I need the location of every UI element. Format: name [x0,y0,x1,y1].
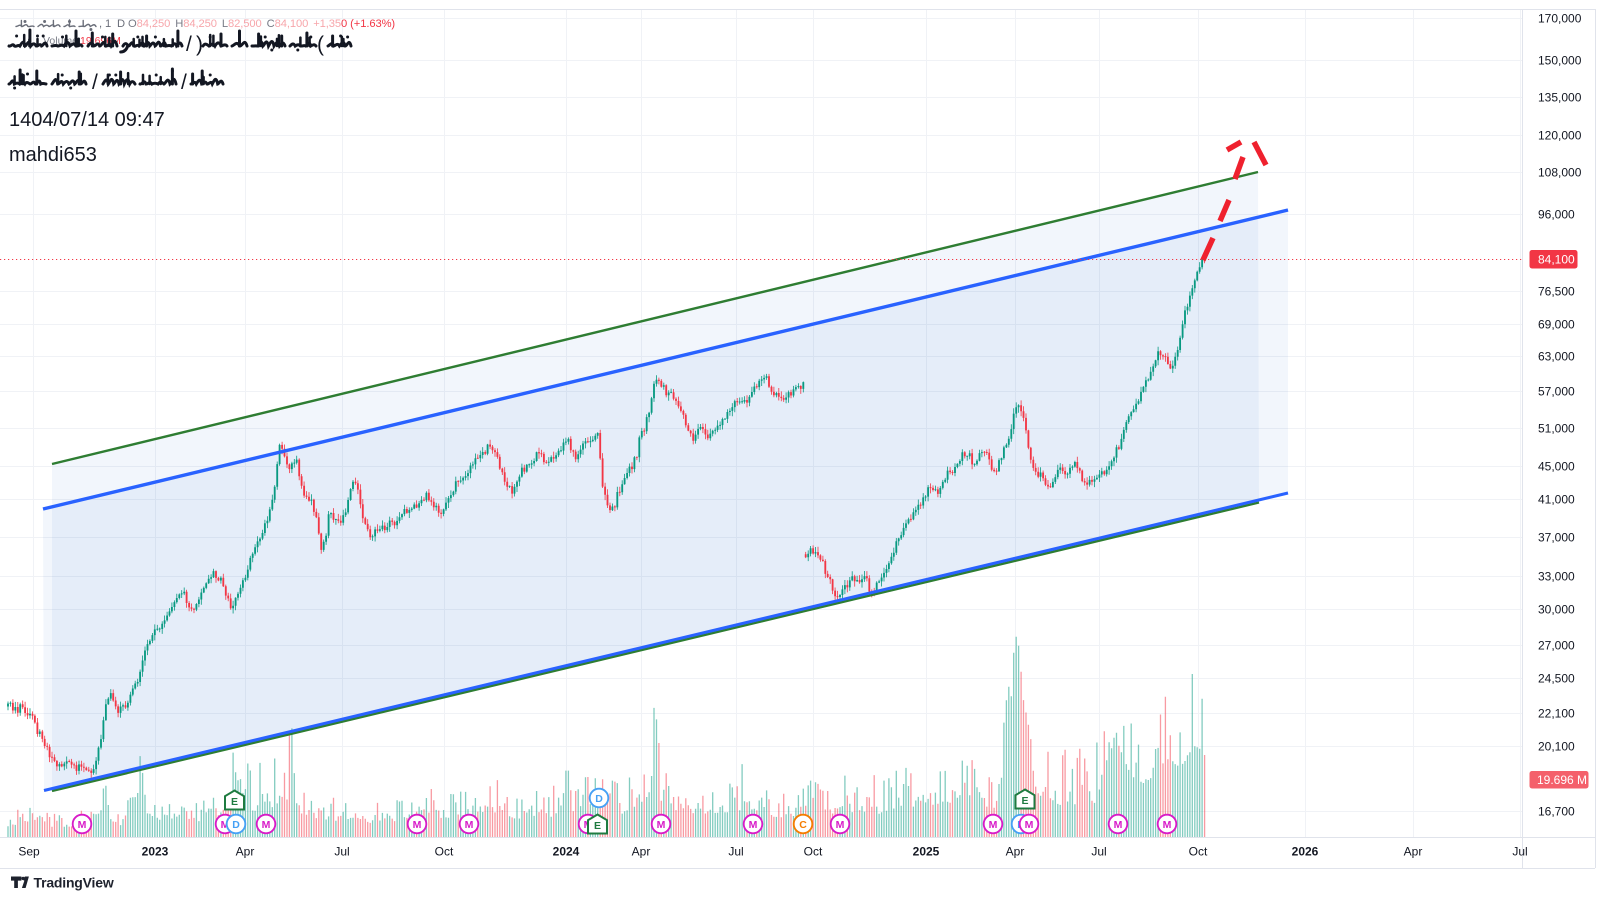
svg-text:20,100: 20,100 [1538,740,1575,754]
svg-text:37,000: 37,000 [1538,531,1575,545]
svg-text:108,000: 108,000 [1538,166,1582,180]
svg-text:27,000: 27,000 [1538,639,1575,653]
svg-text:57,000: 57,000 [1538,385,1575,399]
svg-text:135,000: 135,000 [1538,91,1582,105]
svg-text:30,000: 30,000 [1538,603,1575,617]
svg-text:M: M [657,819,666,831]
svg-text:M: M [1163,819,1172,831]
svg-text:2024: 2024 [553,845,580,859]
svg-text:M: M [262,819,271,831]
svg-text:M: M [749,819,758,831]
svg-text:E: E [231,796,238,808]
svg-text:2026: 2026 [1292,845,1319,859]
svg-text:33,000: 33,000 [1538,570,1575,584]
svg-text:150,000: 150,000 [1538,54,1582,68]
svg-text:2025: 2025 [913,845,940,859]
svg-text:M: M [221,819,230,831]
svg-text:45,000: 45,000 [1538,460,1575,474]
svg-text:120,000: 120,000 [1538,129,1582,143]
svg-text:84,100: 84,100 [1538,253,1575,267]
svg-text:M: M [465,819,474,831]
svg-text:M: M [1114,819,1123,831]
svg-text:Apr: Apr [1006,845,1025,859]
svg-text:mahdi653: mahdi653 [9,144,97,166]
svg-text:Apr: Apr [236,845,255,859]
svg-text:M: M [1025,819,1034,831]
svg-text:63,000: 63,000 [1538,350,1575,364]
svg-text:TradingView: TradingView [34,875,114,891]
svg-text:M: M [78,819,87,831]
svg-text:D: D [232,819,240,831]
svg-text:, 1: , 1 [99,18,111,30]
svg-text:D: D [117,18,125,30]
svg-text:19.696 M: 19.696 M [1537,773,1587,787]
svg-text:Jul: Jul [334,845,349,859]
svg-text:/: / [181,71,187,94]
svg-text:Sep: Sep [18,845,40,859]
svg-text:/: / [186,33,192,56]
svg-text:16,700: 16,700 [1538,805,1575,819]
svg-text:E: E [1021,795,1028,807]
svg-text:(: ( [317,33,324,56]
svg-text:24,500: 24,500 [1538,672,1575,686]
svg-text:M: M [836,819,845,831]
svg-text:Jul: Jul [728,845,743,859]
svg-text:C: C [799,819,807,831]
svg-text:Apr: Apr [632,845,651,859]
svg-text:51,000: 51,000 [1538,422,1575,436]
svg-text:Jul: Jul [1091,845,1106,859]
svg-text:96,000: 96,000 [1538,208,1575,222]
svg-text:Oct: Oct [435,845,454,859]
svg-text:E: E [594,820,601,832]
svg-text:2023: 2023 [142,845,169,859]
svg-text:41,000: 41,000 [1538,493,1575,507]
svg-text:76,500: 76,500 [1538,285,1575,299]
svg-text:M: M [989,819,998,831]
svg-text:): ) [196,33,203,56]
svg-text:69,000: 69,000 [1538,318,1575,332]
svg-text:/: / [92,71,98,94]
svg-text:170,000: 170,000 [1538,12,1582,26]
svg-text:M: M [413,819,422,831]
svg-text:1404/07/14 09:47: 1404/07/14 09:47 [9,109,165,131]
svg-text:D: D [595,793,603,805]
svg-text:Oct: Oct [804,845,823,859]
svg-text:Jul: Jul [1512,845,1527,859]
svg-text:Apr: Apr [1404,845,1423,859]
svg-text:Oct: Oct [1189,845,1208,859]
svg-text:22,100: 22,100 [1538,707,1575,721]
